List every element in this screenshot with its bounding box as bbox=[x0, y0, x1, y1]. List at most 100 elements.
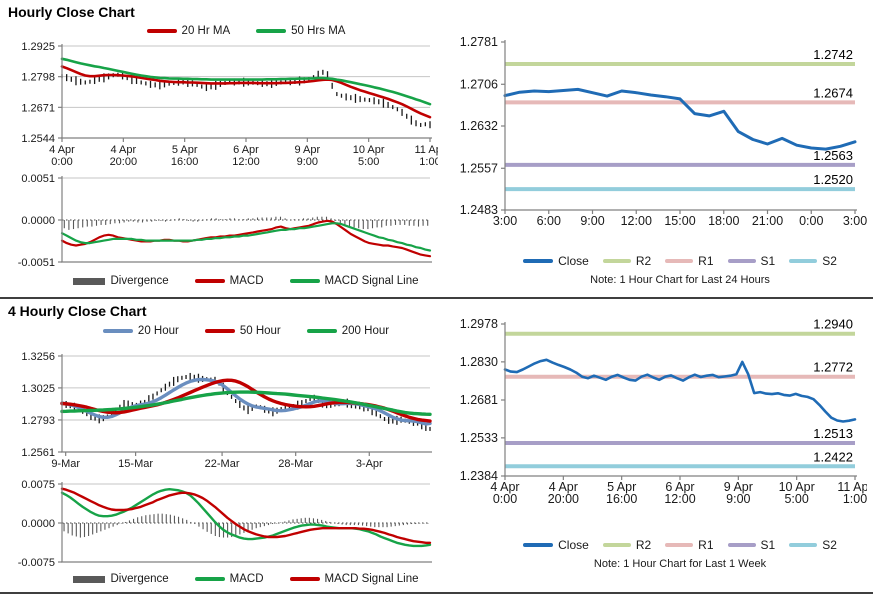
fourhourly-price-chart: 1.3256 1.3025 1.2793 1.2561 9-Mar 15-Mar 22-Ma… bbox=[8, 340, 438, 480]
legend-label-50hour: 50 Hour bbox=[239, 325, 281, 337]
svg-text:5 Apr: 5 Apr bbox=[607, 480, 636, 494]
legend-item-s1: S1 bbox=[727, 254, 775, 268]
svg-text:12:00: 12:00 bbox=[664, 492, 695, 506]
r2-wk-swatch bbox=[602, 543, 631, 547]
20hr-ma-swatch bbox=[146, 29, 177, 33]
svg-text:1.3025: 1.3025 bbox=[21, 383, 55, 395]
legend-label-r2: R2 bbox=[635, 254, 652, 268]
svg-text:1.2513: 1.2513 bbox=[813, 426, 853, 441]
legend-item-20hr-ma: 20 Hr MA bbox=[146, 25, 231, 37]
fourhourly-macd-chart: 0.0075 0.0000 -0.0075 bbox=[8, 479, 438, 570]
svg-text:1.2483: 1.2483 bbox=[460, 203, 498, 217]
legend-item-macd-4h: MACD bbox=[194, 573, 264, 585]
svg-text:1.2793: 1.2793 bbox=[21, 415, 55, 427]
close-wk-swatch bbox=[523, 543, 554, 547]
svg-text:22-Mar: 22-Mar bbox=[205, 458, 240, 470]
s2-wk-swatch bbox=[789, 543, 818, 547]
svg-text:12:00: 12:00 bbox=[232, 156, 260, 168]
svg-text:1.2563: 1.2563 bbox=[813, 148, 853, 163]
svg-text:1.2978: 1.2978 bbox=[460, 317, 498, 331]
svg-text:3:00: 3:00 bbox=[493, 214, 517, 228]
svg-text:1.2533: 1.2533 bbox=[460, 431, 498, 445]
legend-item-macd-signal-4h: MACD Signal Line bbox=[289, 573, 419, 585]
svg-text:0.0075: 0.0075 bbox=[21, 480, 55, 491]
svg-text:1.2561: 1.2561 bbox=[21, 447, 55, 459]
svg-text:1.2742: 1.2742 bbox=[813, 47, 853, 62]
section-title-4hourly: 4 Hourly Close Chart bbox=[8, 303, 147, 319]
legend-item-r2: R2 bbox=[602, 254, 652, 268]
hourly-pivot-panel: 1.2742 1.2674 1.2563 1.2520 1.2781 1.2706 1.26… bbox=[443, 30, 867, 286]
svg-text:9-Mar: 9-Mar bbox=[51, 458, 80, 470]
legend-label-20hour: 20 Hour bbox=[137, 325, 179, 337]
bottom-divider bbox=[0, 592, 873, 594]
hourly-pivot-legend: Close R2 R1 S1 S2 bbox=[443, 252, 867, 270]
legend-label-s2-wk: S2 bbox=[822, 538, 837, 552]
legend-label-macd-signal: MACD Signal Line bbox=[324, 275, 419, 287]
svg-text:1.2681: 1.2681 bbox=[460, 393, 498, 407]
s2-swatch bbox=[789, 259, 818, 263]
macd-swatch bbox=[194, 279, 225, 283]
svg-text:3-Apr: 3-Apr bbox=[356, 458, 383, 470]
svg-text:1.2674: 1.2674 bbox=[813, 85, 853, 100]
legend-label-macd-signal-4h: MACD Signal Line bbox=[324, 573, 419, 585]
svg-text:20:00: 20:00 bbox=[110, 156, 138, 168]
fourhourly-left-panel: 20 Hour 50 Hour 200 Hour 1.3256 1.3025 1.2… bbox=[8, 322, 438, 588]
svg-text:-0.0075: -0.0075 bbox=[18, 557, 55, 569]
svg-text:4 Apr: 4 Apr bbox=[549, 480, 578, 494]
weekly-pivot-chart: 1.2940 1.2772 1.2513 1.2422 1.2978 1.2830 1.26… bbox=[443, 316, 873, 520]
svg-text:3:00: 3:00 bbox=[843, 214, 867, 228]
svg-text:1.3256: 1.3256 bbox=[21, 351, 55, 363]
legend-item-divergence: Divergence bbox=[73, 275, 169, 287]
r2-swatch bbox=[602, 259, 631, 263]
divergence-swatch bbox=[73, 277, 106, 285]
svg-text:5 Apr: 5 Apr bbox=[172, 144, 198, 156]
svg-text:-0.0051: -0.0051 bbox=[18, 257, 55, 269]
50hrs-ma-swatch bbox=[256, 29, 287, 33]
svg-text:1.2772: 1.2772 bbox=[813, 360, 853, 375]
svg-text:4 Apr: 4 Apr bbox=[490, 480, 519, 494]
r1-swatch bbox=[665, 259, 694, 263]
svg-text:16:00: 16:00 bbox=[606, 492, 637, 506]
fourhourly-ma-legend: 20 Hour 50 Hour 200 Hour bbox=[8, 322, 438, 340]
svg-text:9:00: 9:00 bbox=[726, 492, 750, 506]
legend-item-macd-signal: MACD Signal Line bbox=[289, 275, 419, 287]
hourly-pivot-chart: 1.2742 1.2674 1.2563 1.2520 1.2781 1.2706 1.26… bbox=[443, 30, 867, 236]
legend-label-r1-wk: R1 bbox=[698, 538, 714, 552]
weekly-pivot-panel: 1.2940 1.2772 1.2513 1.2422 1.2978 1.2830 1.26… bbox=[443, 316, 873, 570]
svg-text:1.2544: 1.2544 bbox=[21, 133, 55, 145]
svg-text:1.2798: 1.2798 bbox=[21, 72, 55, 84]
svg-text:6 Apr: 6 Apr bbox=[233, 144, 259, 156]
svg-text:1.2671: 1.2671 bbox=[21, 102, 55, 114]
svg-text:21:00: 21:00 bbox=[752, 214, 783, 228]
legend-label-200hour: 200 Hour bbox=[341, 325, 390, 337]
svg-text:15-Mar: 15-Mar bbox=[118, 458, 153, 470]
legend-label-divergence: Divergence bbox=[110, 275, 169, 287]
svg-text:1.2557: 1.2557 bbox=[460, 161, 498, 175]
legend-label-50hrs-ma: 50 Hrs MA bbox=[291, 25, 346, 37]
20hour-swatch bbox=[102, 329, 133, 333]
svg-text:4 Apr: 4 Apr bbox=[110, 144, 136, 156]
svg-text:12:00: 12:00 bbox=[621, 214, 652, 228]
legend-item-divergence-4h: Divergence bbox=[73, 573, 169, 585]
macd-signal-4h-swatch bbox=[289, 577, 320, 581]
legend-item-close: Close bbox=[523, 254, 589, 268]
svg-text:0.0000: 0.0000 bbox=[21, 215, 55, 227]
r1-wk-swatch bbox=[665, 543, 694, 547]
svg-text:1.2781: 1.2781 bbox=[460, 35, 498, 49]
legend-label-close-wk: Close bbox=[558, 538, 589, 552]
legend-item-s2: S2 bbox=[789, 254, 837, 268]
svg-text:16:00: 16:00 bbox=[171, 156, 199, 168]
legend-label-r1: R1 bbox=[698, 254, 714, 268]
weekly-pivot-legend: Close R2 R1 S1 S2 bbox=[443, 536, 867, 554]
svg-text:1.2830: 1.2830 bbox=[460, 355, 498, 369]
legend-label-20hr-ma: 20 Hr MA bbox=[181, 25, 231, 37]
legend-item-s1-wk: S1 bbox=[727, 538, 775, 552]
svg-text:0.0000: 0.0000 bbox=[21, 518, 55, 530]
svg-text:20:00: 20:00 bbox=[548, 492, 579, 506]
legend-item-r1: R1 bbox=[665, 254, 714, 268]
legend-label-r2-wk: R2 bbox=[635, 538, 652, 552]
svg-text:5:00: 5:00 bbox=[784, 492, 808, 506]
svg-text:18:00: 18:00 bbox=[708, 214, 739, 228]
legend-item-close-wk: Close bbox=[523, 538, 589, 552]
legend-item-50hrs-ma: 50 Hrs MA bbox=[256, 25, 345, 37]
